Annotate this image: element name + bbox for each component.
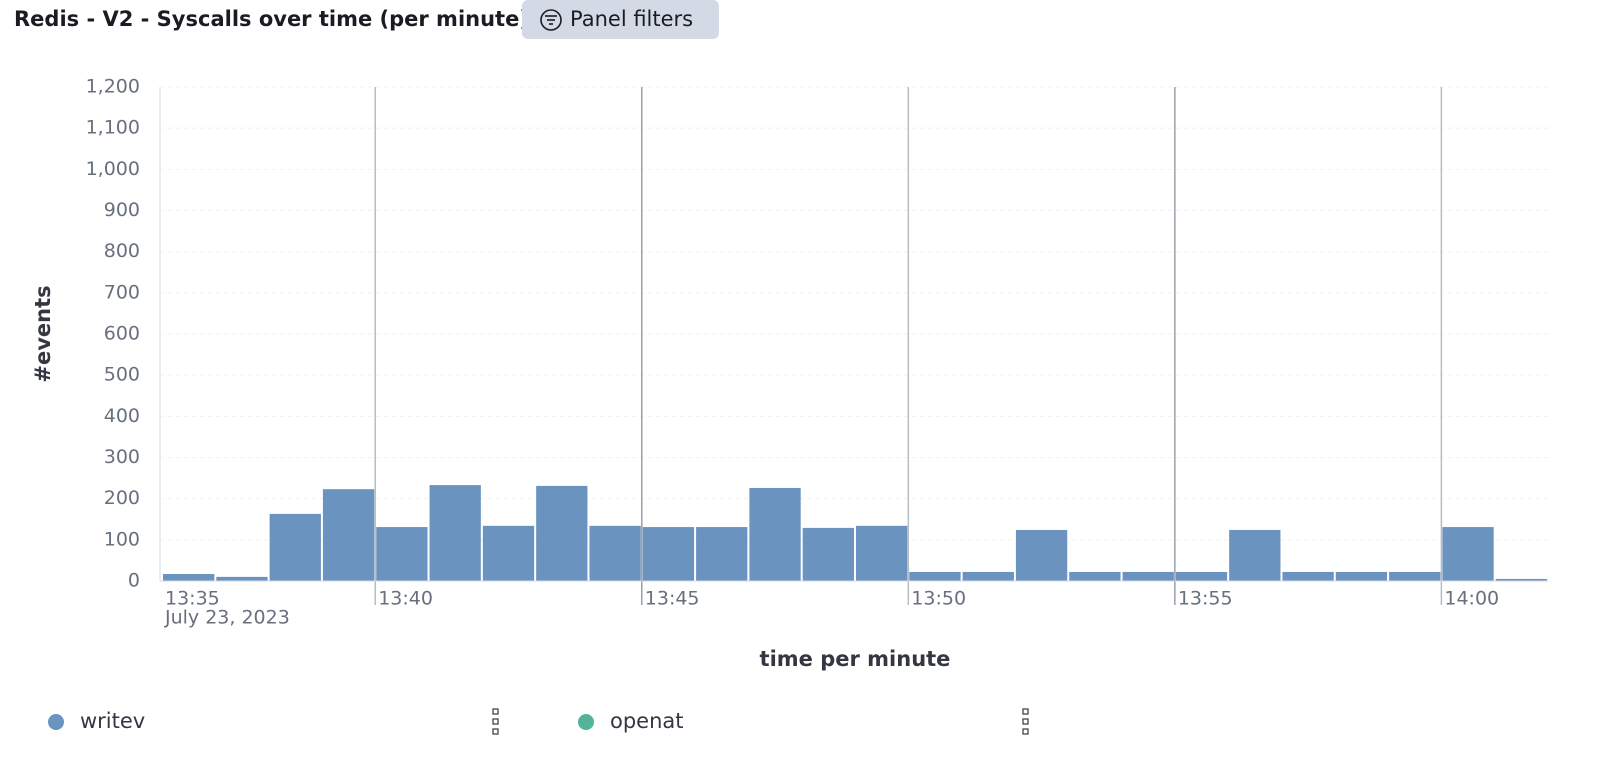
y-tick-label: 1,000 [86,158,140,180]
y-tick-label: 400 [104,405,140,427]
y-tick-label: 600 [104,323,140,345]
bar [216,576,268,581]
button-background[interactable] [522,0,719,39]
bar [1282,571,1334,581]
y-tick-label: 1,200 [86,76,140,98]
bar [1229,529,1281,581]
x-tick-label: 13:35 [165,588,220,610]
x-tick-label: 13:55 [1178,588,1233,610]
legend-marker[interactable] [48,714,64,730]
x-axis-title: time per minute [760,647,951,671]
legend-label[interactable]: openat [610,709,684,733]
bar [429,485,481,581]
bar [589,525,641,581]
legend-menu-dot[interactable] [1022,728,1029,735]
panel-filters-button[interactable]: Panel filters [522,0,719,39]
bar [962,571,1014,581]
y-tick-label: 200 [104,487,140,509]
legend-marker[interactable] [578,714,594,730]
bar [749,487,801,581]
legend-menu-dot[interactable] [492,728,499,735]
bar [482,525,535,581]
bar [1175,571,1228,581]
x-tick-label: 13:45 [645,588,700,610]
y-axis-title: #events [31,285,55,382]
bar [856,525,908,581]
bar [1495,578,1547,581]
x-sublabel: July 23, 2023 [164,607,290,629]
filter-icon[interactable] [540,9,562,31]
bar [1015,529,1068,581]
y-tick-label: 800 [104,240,140,262]
y-tick-label: 900 [104,199,140,221]
bar [269,513,321,581]
legend-menu-dot[interactable] [492,708,499,715]
y-tick-label: 0 [128,570,140,592]
bar [696,527,748,581]
bar [1122,571,1174,581]
bar [1335,571,1388,581]
bar [909,571,961,581]
x-tick-label: 14:00 [1444,588,1499,610]
y-tick-label: 1,100 [86,117,140,139]
chart-title: Redis - V2 - Syscalls over time (per min… [14,7,529,31]
bar [1442,527,1494,581]
bar [1389,571,1441,581]
bar [802,527,854,581]
button-label[interactable]: Panel filters [570,7,693,31]
bar [642,527,695,581]
y-tick-label: 700 [104,281,140,303]
bar [1069,571,1121,581]
y-tick-label: 100 [104,528,140,550]
bar [536,485,588,581]
legend-menu-dot[interactable] [492,718,499,725]
legend-menu-dot[interactable] [1022,718,1029,725]
legend-menu-dot[interactable] [1022,708,1029,715]
y-tick-label: 300 [104,446,140,468]
bar [163,574,215,581]
bar [376,527,428,581]
y-tick-label: 500 [104,364,140,386]
x-tick-label: 13:40 [378,588,433,610]
x-tick-label: 13:50 [911,588,966,610]
legend-label[interactable]: writev [80,709,145,733]
bar [322,489,375,581]
